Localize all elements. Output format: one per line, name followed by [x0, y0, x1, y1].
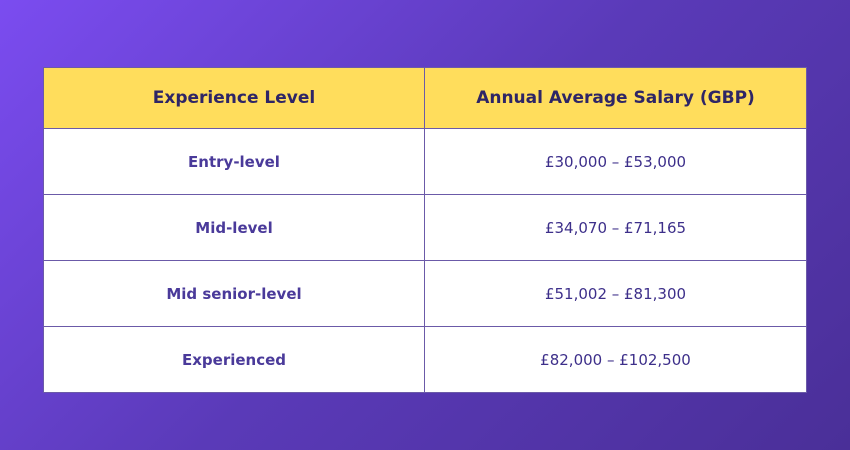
- table-row: Mid-level £34,070 – £71,165: [43, 194, 807, 261]
- table-row: Mid senior-level £51,002 – £81,300: [43, 260, 807, 327]
- salary-cell: £82,000 – £102,500: [424, 326, 807, 393]
- level-cell: Mid senior-level: [43, 260, 425, 327]
- header-row: Experience Level Annual Average Salary (…: [43, 67, 807, 129]
- header-cell: Experience Level: [43, 67, 425, 129]
- salary-cell: £51,002 – £81,300: [424, 260, 807, 327]
- salary-cell: £34,070 – £71,165: [424, 194, 807, 261]
- level-cell: Experienced: [43, 326, 425, 393]
- table-row: Entry-level £30,000 – £53,000: [43, 128, 807, 195]
- salary-cell: £30,000 – £53,000: [424, 128, 807, 195]
- table-row: Experienced £82,000 – £102,500: [43, 326, 807, 393]
- table-body: Entry-level £30,000 – £53,000 Mid-level £34…: [43, 128, 807, 393]
- level-cell: Mid-level: [43, 194, 425, 261]
- salary-table: Experience Level Annual Average Salary (…: [43, 67, 807, 393]
- level-cell: Entry-level: [43, 128, 425, 195]
- header-cell: Annual Average Salary (GBP): [424, 67, 807, 129]
